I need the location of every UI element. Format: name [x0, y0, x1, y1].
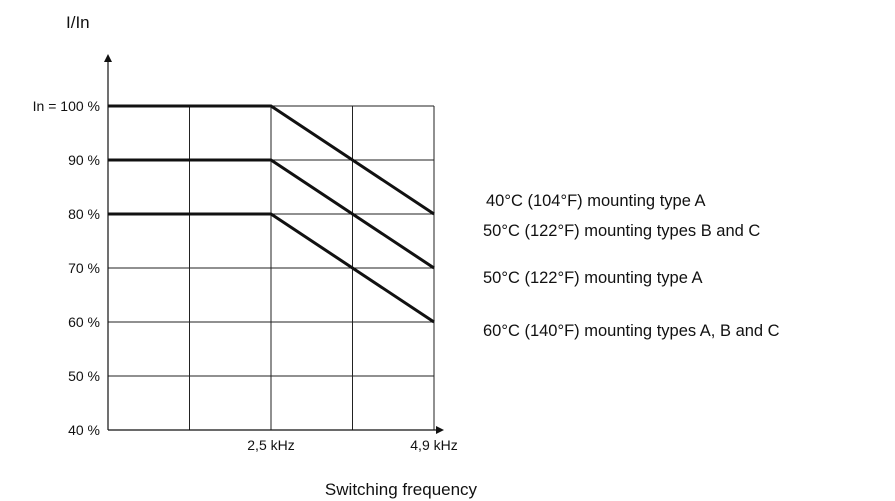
y-tick-label: 90 % [68, 152, 100, 168]
y-tick-label: 80 % [68, 206, 100, 222]
y-tick-label: 40 % [68, 422, 100, 438]
y-tick-label: 50 % [68, 368, 100, 384]
y-axis-title: I/In [66, 13, 90, 32]
legend-entry-4: 60°C (140°F) mounting types A, B and C [483, 322, 780, 340]
grid [108, 105, 435, 430]
x-tick-label: 2,5 kHz [247, 437, 294, 453]
y-tick-label: In = 100 % [33, 98, 100, 114]
y-tick-label: 60 % [68, 314, 100, 330]
y-tick-label: 70 % [68, 260, 100, 276]
series-group [108, 104, 435, 324]
legend-entry-2: 50°C (122°F) mounting types B and C [483, 222, 760, 240]
legend: 40°C (104°F) mounting type A 50°C (122°F… [483, 192, 780, 340]
x-tick-label: 4,9 kHz [410, 437, 457, 453]
series-line-2 [108, 158, 435, 270]
x-tick-labels: 2,5 kHz 4,9 kHz [247, 437, 457, 453]
series-line-3 [108, 212, 435, 324]
legend-entry-1: 40°C (104°F) mounting type A [486, 192, 706, 210]
legend-entry-3: 50°C (122°F) mounting type A [483, 269, 703, 287]
series-line-1 [108, 104, 435, 216]
x-axis-title: Switching frequency [325, 480, 478, 499]
y-tick-labels: In = 100 % 90 % 80 % 70 % 60 % 50 % 40 % [33, 98, 100, 438]
